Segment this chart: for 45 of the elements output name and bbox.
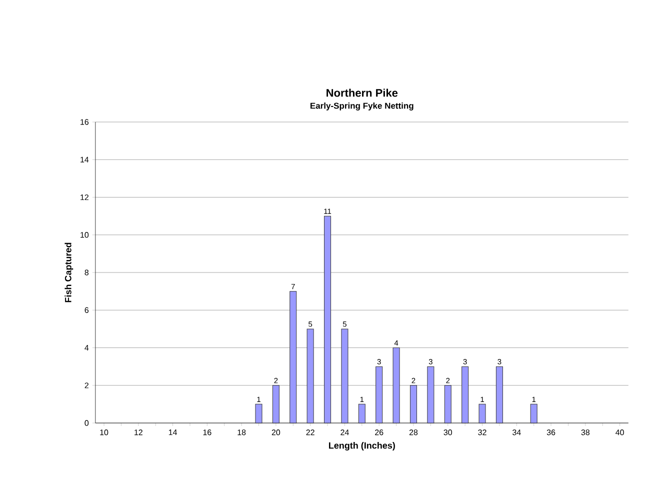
bar: [444, 385, 452, 424]
x-axis-title: Length (Inches): [329, 442, 395, 450]
x-tick-label: 40: [616, 430, 624, 436]
x-tick-label: 30: [444, 430, 452, 436]
x-tick-label: 28: [409, 430, 418, 436]
x-tick-label: 20: [272, 430, 280, 436]
x-tick-label: 14: [168, 430, 177, 436]
bar: [427, 366, 434, 424]
bar: [290, 291, 297, 424]
x-tick-label: 38: [581, 430, 590, 436]
y-tick-label: 2: [84, 382, 88, 388]
x-tick-label: 26: [375, 430, 384, 436]
y-tick-label: 14: [80, 156, 89, 162]
bar: [272, 385, 280, 424]
x-tick-label: 36: [546, 430, 556, 436]
y-tick-label: 6: [84, 307, 89, 313]
x-tick-label: 24: [340, 430, 349, 436]
x-tick-label: 34: [512, 430, 521, 436]
y-tick-label: 16: [80, 119, 89, 125]
y-tick-label: 4: [84, 344, 89, 350]
bar: [358, 404, 366, 424]
bar: [255, 404, 262, 424]
bar: [462, 366, 469, 424]
bar: [306, 328, 314, 424]
x-tick-label: 32: [478, 430, 486, 436]
chart-title: Northern Pike: [326, 88, 398, 97]
bar: [376, 366, 383, 424]
bar: [478, 404, 486, 424]
chart-subtitle: Early-Spring Fyke Netting: [310, 102, 414, 110]
x-tick-label: 22: [306, 430, 314, 436]
bar: [530, 404, 538, 424]
bar: [410, 385, 417, 424]
bar: [341, 328, 348, 424]
y-tick-label: 8: [84, 270, 89, 276]
x-tick-label: 12: [134, 430, 142, 436]
bar: [496, 366, 503, 424]
bar: [324, 216, 332, 424]
x-tick-label: 10: [100, 430, 108, 436]
y-tick-label: 10: [80, 232, 89, 238]
y-axis-title: Fish Captured: [64, 242, 74, 302]
x-tick-label: 18: [238, 430, 246, 436]
y-tick-label: 12: [80, 194, 88, 200]
x-tick-label: 16: [203, 430, 212, 436]
y-tick-label: 0: [84, 420, 89, 426]
bar: [392, 348, 400, 424]
